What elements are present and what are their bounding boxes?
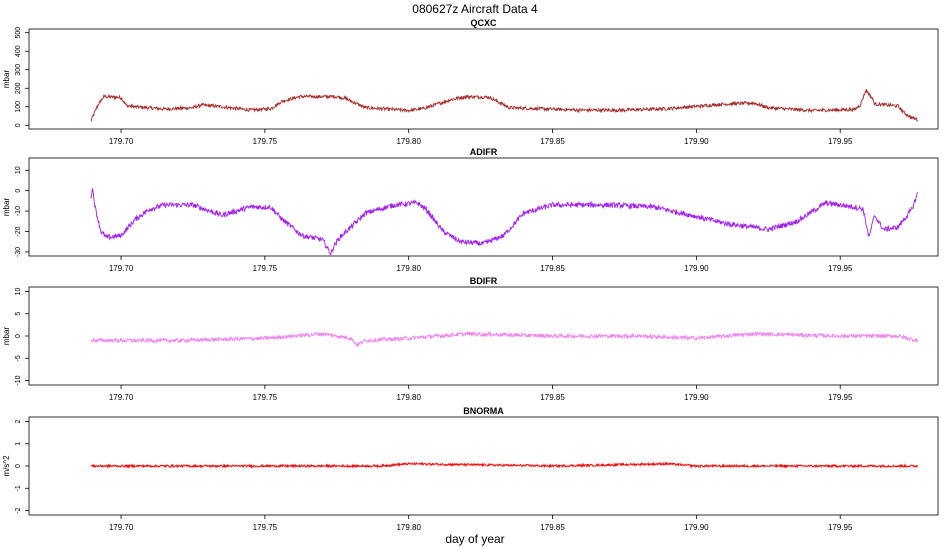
y-tick-label: 500 — [15, 27, 22, 39]
figure-title: 080627z Aircraft Data 4 — [412, 2, 538, 16]
y-tick-label: 100 — [15, 101, 22, 113]
y-tick-label: 0 — [15, 123, 22, 127]
y-tick-label: 1 — [15, 442, 22, 446]
panel-title: QCXC — [470, 18, 497, 28]
y-tick-label: 300 — [15, 64, 22, 76]
panel-title: ADIFR — [470, 147, 498, 157]
x-tick-label: 179.75 — [253, 264, 278, 273]
y-tick-label: 2 — [15, 419, 22, 423]
x-tick-label: 179.80 — [396, 137, 421, 146]
y-tick-label: 0 — [15, 189, 22, 193]
y-tick-label: -20 — [15, 226, 22, 236]
series-line — [90, 89, 919, 122]
panel-bnorma: BNORMA m/s^2 -2 -1 0 1 2 179.70 179.75 179.80 179.… — [2, 406, 939, 532]
x-tick-label: 179.90 — [684, 393, 709, 402]
y-tick-label: 10 — [15, 287, 22, 295]
y-axis-label: mbar — [2, 327, 11, 346]
x-tick-label: 179.70 — [109, 137, 134, 146]
x-tick-label: 179.90 — [684, 137, 709, 146]
panel-title: BNORMA — [463, 406, 504, 416]
y-tick-label: -1 — [15, 485, 22, 491]
x-tick-label: 179.85 — [540, 523, 565, 532]
x-tick-label: 179.95 — [828, 137, 853, 146]
series-line — [90, 461, 919, 469]
y-tick-label: 5 — [15, 312, 22, 316]
y-tick-label: -10 — [15, 206, 22, 216]
y-tick-label: -5 — [15, 355, 22, 361]
x-tick-label: 179.85 — [540, 393, 565, 402]
series-line — [90, 330, 919, 348]
y-axis-label: mbar — [2, 198, 11, 217]
y-tick-label: -2 — [15, 507, 22, 513]
y-tick-label: 10 — [15, 166, 22, 174]
x-tick-label: 179.95 — [828, 393, 853, 402]
panel-title: BDIFR — [470, 276, 498, 286]
x-tick-label: 179.80 — [396, 523, 421, 532]
panel-adifr: ADIFR mbar -30 -20 -10 0 10 179.70 179.75 179.80 1… — [2, 147, 939, 273]
y-tick-label: 0 — [15, 464, 22, 468]
y-tick-label: 400 — [15, 45, 22, 57]
y-tick-label: 0 — [15, 334, 22, 338]
x-tick-label: 179.95 — [828, 523, 853, 532]
x-tick-label: 179.70 — [109, 264, 134, 273]
x-tick-label: 179.70 — [109, 393, 134, 402]
plot-frame — [28, 157, 939, 257]
panel-bdifr: BDIFR mbar -10 -5 0 5 10 179.70 179.75 179.80 179.… — [2, 276, 939, 402]
x-tick-label: 179.90 — [684, 523, 709, 532]
x-tick-label: 179.80 — [396, 264, 421, 273]
x-tick-label: 179.85 — [540, 137, 565, 146]
panel-qcxc: QCXC mbar 0 100 200 300 400 500 179.70 179.75 179.… — [2, 18, 939, 146]
x-tick-label: 179.75 — [253, 523, 278, 532]
x-tick-label: 179.90 — [684, 264, 709, 273]
series-line — [90, 187, 918, 256]
x-axis-label: day of year — [445, 532, 504, 546]
x-tick-label: 179.70 — [109, 523, 134, 532]
y-axis-label: m/s^2 — [2, 455, 11, 477]
x-tick-label: 179.80 — [396, 393, 421, 402]
y-axis-label: mbar — [2, 70, 11, 89]
x-tick-label: 179.95 — [828, 264, 853, 273]
plot-frame — [28, 28, 939, 130]
y-tick-label: -30 — [15, 247, 22, 257]
x-tick-label: 179.75 — [253, 393, 278, 402]
y-tick-label: 200 — [15, 82, 22, 94]
x-tick-label: 179.85 — [540, 264, 565, 273]
x-tick-label: 179.75 — [253, 137, 278, 146]
y-tick-label: -10 — [15, 375, 22, 385]
